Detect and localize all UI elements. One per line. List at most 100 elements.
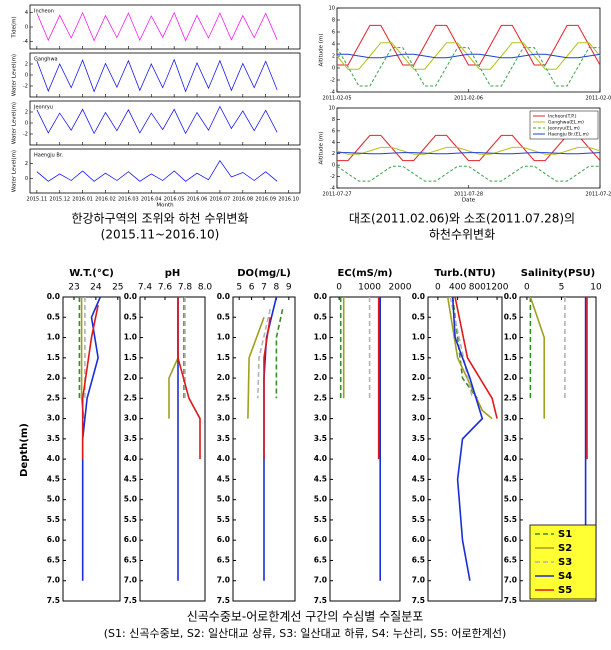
y-tick-label: 2.0	[314, 373, 327, 382]
y-tick-label: 4.0	[47, 454, 60, 463]
y-tick-label: 5.5	[412, 515, 425, 524]
y-tick-label: 4.0	[124, 454, 137, 463]
y-tick-label: 1.0	[124, 333, 137, 342]
y-tick-label: 1.5	[217, 353, 230, 362]
y-tick-label: 4.5	[124, 474, 137, 483]
y-tick-label: 2	[25, 110, 28, 116]
profile-line	[451, 296, 484, 581]
y-tick-label: 2.0	[217, 373, 230, 382]
x-tick-label: 9	[286, 283, 292, 293]
y-tick-label: 0.5	[124, 312, 137, 321]
y-tick-label: 0	[25, 73, 28, 79]
y-tick-label: -4	[330, 90, 335, 96]
y-tick-label: 0.5	[47, 312, 60, 321]
legend-label: Incheon(T.P.)	[548, 114, 577, 120]
y-tick-label: 7.0	[124, 576, 137, 585]
y-tick-label: 0.5	[504, 312, 517, 321]
y-tick-label: 0.0	[314, 292, 327, 301]
x-tick-label: 2011-07-29	[585, 192, 611, 198]
y-tick-label: 0	[332, 66, 335, 72]
x-tick-label: 2016.02	[95, 197, 116, 203]
y-tick-label: 0	[332, 163, 335, 169]
y-tick-label: 4.5	[412, 474, 425, 483]
y-axis-label: Tide(m)	[12, 16, 18, 38]
y-tick-label: 7.5	[124, 596, 137, 605]
x-tick-label: 23	[68, 283, 79, 293]
x-tick-label: 1200	[486, 283, 509, 293]
y-tick-label: -2	[330, 174, 335, 180]
x-tick-label: 2016.03	[118, 197, 139, 203]
y-tick-label: 1.5	[47, 353, 60, 362]
y-tick-label: 1.0	[47, 333, 60, 342]
y-tick-label: 7.0	[412, 576, 425, 585]
series-line	[36, 58, 278, 93]
profile-line	[81, 296, 102, 581]
profile-line	[529, 296, 545, 419]
legend-label: S4	[558, 571, 572, 582]
station-label: Ganghwa	[34, 57, 58, 63]
series-line	[337, 134, 601, 162]
plot-frame	[336, 7, 601, 93]
y-tick-label: 3.5	[47, 434, 60, 443]
y-tick-label: 6.5	[47, 555, 60, 564]
y-tick-label: 7.0	[314, 576, 327, 585]
y-tick-label: 4.0	[217, 454, 230, 463]
x-tick-label: 24	[90, 283, 102, 293]
y-tick-label: 3.0	[504, 414, 517, 423]
y-tick-label: 6.0	[504, 535, 517, 544]
y-tick-label: 2.0	[124, 373, 137, 382]
y-tick-label: 1.5	[124, 353, 137, 362]
y-tick-label: 0.5	[217, 312, 230, 321]
series-line	[336, 47, 600, 87]
x-tick-label: 2016.07	[210, 197, 231, 203]
y-tick-label: 4.0	[504, 454, 517, 463]
x-tick-label: 1000	[358, 283, 381, 293]
y-tick-label: 5.0	[314, 495, 327, 504]
x-tick-label: 10	[590, 283, 602, 293]
profile-line	[263, 296, 278, 581]
x-tick-label: 2016.08	[232, 197, 253, 203]
y-tick-label: -4	[330, 186, 335, 192]
series-line	[337, 152, 601, 155]
y-tick-label: 7.5	[412, 596, 425, 605]
y-tick-label: 2	[25, 161, 28, 167]
legend-label: Jeonryu(EL.m)	[547, 126, 580, 132]
series-line	[36, 105, 278, 135]
x-tick-label: 2011-02-07	[585, 96, 611, 102]
y-axis-label: Altitude (m)	[319, 34, 325, 67]
x-tick-label: 0	[435, 283, 441, 293]
y-tick-label: 5.5	[124, 515, 137, 524]
y-tick-label: 7.0	[217, 576, 230, 585]
series-line	[36, 160, 278, 182]
panel-title: Turb.(NTU)	[434, 268, 495, 279]
y-tick-label: 0.5	[314, 312, 327, 321]
y-tick-label: 3.5	[314, 434, 327, 443]
y-tick-label: 8	[332, 18, 335, 24]
y-tick-label: 5.0	[504, 495, 517, 504]
y-tick-label: 0.0	[47, 292, 60, 301]
x-tick-label: 2000	[389, 283, 412, 293]
series-line	[336, 42, 601, 70]
caption: 신곡수중보-어로한계선 구간의 수심별 수질분포	[187, 610, 424, 624]
y-tick-label: 5.5	[314, 515, 327, 524]
x-tick-label: 400	[449, 283, 466, 293]
y-tick-label: 1.0	[412, 333, 425, 342]
x-tick-label: 2011-07-28	[454, 192, 483, 198]
y-tick-label: 6.0	[47, 535, 60, 544]
y-tick-label: 3.0	[47, 414, 60, 423]
legend-box	[529, 524, 597, 600]
y-tick-label: 6.0	[412, 535, 425, 544]
y-tick-label: 4.0	[314, 454, 327, 463]
x-tick-label: 2011-07-27	[322, 192, 351, 198]
y-tick-label: 2.5	[124, 393, 137, 402]
plot-frame	[329, 296, 401, 602]
caption: 대조(2011.02.06)와 소조(2011.07.28)의	[349, 212, 575, 226]
station-label: Jeonryu	[33, 105, 53, 111]
legend-label: S1	[558, 529, 572, 540]
y-tick-label: 3.5	[124, 434, 137, 443]
y-tick-label: 5.0	[47, 495, 60, 504]
x-tick-label: 5	[236, 283, 242, 293]
y-tick-label: 3.0	[217, 414, 230, 423]
y-tick-label: 2.5	[412, 393, 425, 402]
